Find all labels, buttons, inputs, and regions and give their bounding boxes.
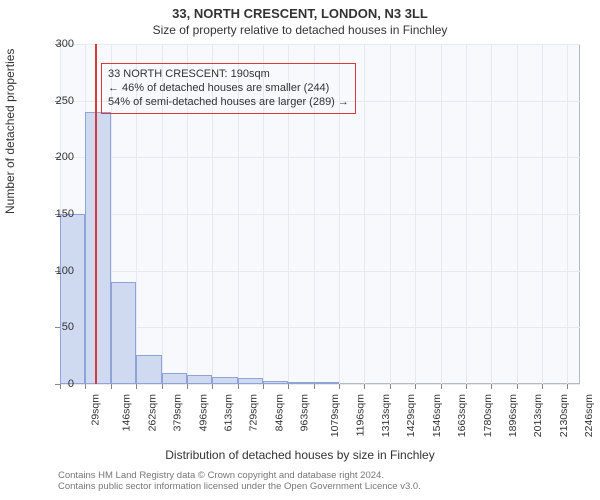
y-tick-label: 200 (34, 151, 74, 163)
x-tick (491, 384, 492, 389)
y-tick-label: 300 (34, 38, 74, 50)
gridline-h (60, 44, 580, 45)
x-tick (567, 384, 568, 389)
x-tick-label: 379sqm (171, 394, 183, 431)
gridline-h (60, 157, 580, 158)
x-tick (238, 384, 239, 389)
histogram-bar (187, 375, 212, 384)
x-tick-label: 1313sqm (380, 394, 392, 437)
x-tick-label: 2246sqm (583, 394, 595, 437)
histogram-bar (212, 377, 237, 384)
y-tick-label: 150 (34, 208, 74, 220)
y-tick-label: 50 (34, 321, 74, 333)
histogram-bar (162, 373, 187, 384)
x-tick-label: 846sqm (273, 394, 285, 431)
x-tick (314, 384, 315, 389)
x-tick (111, 384, 112, 389)
x-axis-label: Distribution of detached houses by size … (0, 448, 600, 462)
annotation-line: ← 46% of detached houses are smaller (24… (108, 81, 349, 95)
annotation-line: 33 NORTH CRESCENT: 190sqm (108, 67, 349, 81)
x-tick (288, 384, 289, 389)
chart-subtitle: Size of property relative to detached ho… (0, 21, 600, 37)
x-tick-label: 29sqm (90, 394, 102, 426)
gridline-h (60, 384, 580, 385)
attribution-footer: Contains HM Land Registry data © Crown c… (58, 470, 421, 493)
gridline-v (390, 44, 391, 384)
x-tick-label: 1429sqm (406, 394, 418, 437)
gridline-v (491, 44, 492, 384)
x-tick (339, 384, 340, 389)
y-tick-label: 100 (34, 265, 74, 277)
x-tick (415, 384, 416, 389)
x-tick (263, 384, 264, 389)
histogram-bar (111, 282, 136, 384)
histogram-bar (238, 378, 263, 384)
histogram-plot: 33 NORTH CRESCENT: 190sqm← 46% of detach… (60, 44, 580, 384)
gridline-v (415, 44, 416, 384)
gridline-v (567, 44, 568, 384)
x-tick-label: 963sqm (298, 394, 310, 431)
annotation-line: 54% of semi-detached houses are larger (… (108, 95, 349, 109)
gridline-v (517, 44, 518, 384)
x-tick (187, 384, 188, 389)
x-tick-label: 1896sqm (507, 394, 519, 437)
gridline-v (364, 44, 365, 384)
gridline-v (466, 44, 467, 384)
x-tick-label: 729sqm (248, 394, 260, 431)
y-axis-label: Number of detached properties (3, 49, 17, 214)
x-tick-label: 1546sqm (431, 394, 443, 437)
histogram-bar (288, 382, 313, 384)
x-tick (136, 384, 137, 389)
footer-line-2: Contains public sector information licen… (58, 481, 421, 492)
x-tick (85, 384, 86, 389)
x-tick-label: 2013sqm (533, 394, 545, 437)
page-title: 33, NORTH CRESCENT, LONDON, N3 3LL (0, 0, 600, 21)
gridline-h (60, 214, 580, 215)
x-tick (517, 384, 518, 389)
x-tick-label: 262sqm (146, 394, 158, 431)
x-tick (162, 384, 163, 389)
histogram-bar (263, 381, 288, 384)
gridline-v (441, 44, 442, 384)
x-tick (212, 384, 213, 389)
histogram-bar (314, 382, 339, 384)
x-tick-label: 1079sqm (329, 394, 341, 437)
histogram-bar (85, 112, 110, 384)
histogram-bar (136, 355, 161, 384)
x-tick-label: 613sqm (222, 394, 234, 431)
x-tick-label: 1780sqm (482, 394, 494, 437)
x-tick (390, 384, 391, 389)
y-tick-label: 250 (34, 95, 74, 107)
x-tick (364, 384, 365, 389)
gridline-h (60, 327, 580, 328)
property-annotation: 33 NORTH CRESCENT: 190sqm← 46% of detach… (101, 63, 356, 114)
gridline-v (542, 44, 543, 384)
x-tick (466, 384, 467, 389)
x-tick (441, 384, 442, 389)
x-tick-label: 146sqm (121, 394, 133, 431)
x-tick-label: 2130sqm (558, 394, 570, 437)
y-tick-label: 0 (34, 378, 74, 390)
histogram-bar (60, 214, 85, 384)
x-tick-label: 496sqm (197, 394, 209, 431)
x-tick-label: 1663sqm (456, 394, 468, 437)
x-tick-label: 1196sqm (354, 394, 366, 436)
property-marker-line (95, 44, 97, 384)
x-tick (542, 384, 543, 389)
gridline-h (60, 271, 580, 272)
footer-line-1: Contains HM Land Registry data © Crown c… (58, 470, 421, 481)
